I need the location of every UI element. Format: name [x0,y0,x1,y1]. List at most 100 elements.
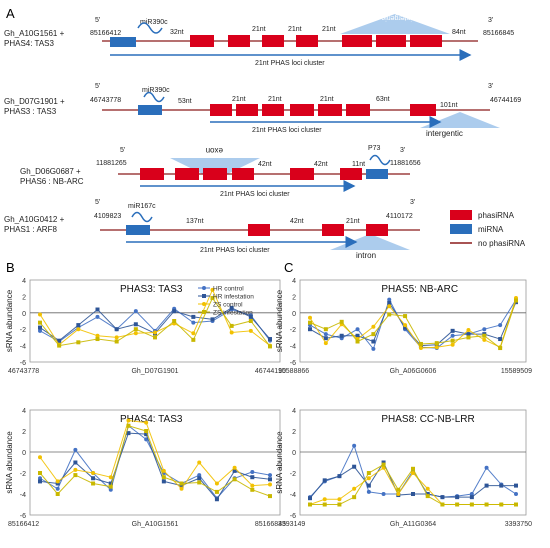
data-point [450,328,455,333]
series-line-2 [39,432,271,501]
legend-label: ZS control [213,302,243,309]
data-point [197,480,202,485]
locus-1-mirna-icon [137,22,163,34]
locus-2-three-prime: 3' [488,83,493,90]
data-point [514,298,518,303]
locus-2-phas: PHAS3 : TAS3 [4,107,57,116]
locus-1-gap: 84nt [452,29,466,36]
locus-3-mirna: P73 [368,145,381,152]
data-point [126,418,131,423]
data-point [91,471,96,475]
locus-1-phasirna [376,35,406,47]
data-point [466,335,471,340]
locus-3-start: 11881265 [96,160,127,167]
data-point [323,336,328,341]
data-point [484,465,489,470]
data-point [250,487,255,492]
locus-4-three-prime: 3' [410,199,415,206]
locus-1-mirna: miR390c [140,19,168,26]
legend-phasirna-swatch [450,210,472,220]
locus-2-gap: 53nt [178,98,192,105]
locus-3-region-label: exon [206,146,223,155]
x-start-label: 3393149 [278,521,305,528]
data-point [322,497,327,502]
data-point [55,492,60,496]
locus-2-phasirna [236,104,258,116]
data-point [144,432,149,437]
data-point [55,486,60,491]
locus-2-gap: 63nt [376,96,390,103]
locus-2-phasirna [318,104,342,116]
data-point [514,492,518,496]
y-tick-label: 2 [22,294,26,301]
locus-2-gap: 21nt [232,96,246,103]
data-point [425,492,430,496]
data-point [411,492,415,496]
data-point [232,477,237,482]
data-point [38,455,42,460]
locus-4-end: 4110172 [386,213,413,220]
data-point [133,327,138,332]
locus-4: Gh_A10G0412 + PHAS1 : ARF8 5' 4109823 3'… [4,199,420,260]
y-axis-label: sRNA abundance [5,431,14,494]
legend-marker [202,302,206,306]
data-point [55,481,60,486]
locus-2-phasirna [410,104,436,116]
data-point [268,482,272,487]
locus-1-phasirna [190,35,214,47]
series-line-1 [309,298,517,350]
chart-4: 4 2 0 -2 -4 -6 PHAS8: CC-NB-LRR sRNA abundance 3… [275,408,532,528]
data-point [229,330,234,335]
data-point [210,287,215,292]
series-line-3 [309,297,517,349]
locus-3-five-prime: 5' [120,147,125,154]
data-point [133,309,138,314]
data-point [76,340,81,345]
locus-4-gene: Gh_A10G0412 + [4,215,65,224]
locus-3-phasirna [340,168,362,180]
data-point [352,443,357,448]
y-axis-label: sRNA abundance [5,289,14,352]
y-tick-label: -6 [20,513,26,520]
data-point [172,309,177,314]
locus-3-cluster-label: 21nt PHAS loci cluster [220,191,290,198]
data-point [161,468,166,473]
data-point [337,502,342,507]
data-point [38,325,42,330]
data-point [191,331,196,336]
plot-frame [29,279,281,363]
locus-2-phasirna [346,104,370,116]
chart-title: PHAS3: TAS3 [120,284,183,295]
data-point [210,296,215,301]
data-point [355,327,360,332]
locus-3-phasirna [290,168,314,180]
data-point [179,486,184,491]
y-tick-label: 2 [22,429,26,436]
data-point [73,447,78,452]
data-point [161,475,166,480]
y-tick-label: -4 [20,344,26,351]
data-point [469,492,474,496]
locus-1-cluster-label: 21nt PHAS loci cluster [255,60,325,67]
data-point [403,314,408,319]
y-tick-label: -4 [20,492,26,499]
y-tick-label: 4 [292,408,296,415]
y-tick-label: -4 [290,492,296,499]
data-point [355,333,360,338]
data-point [38,320,42,325]
data-point [248,314,253,319]
data-point [76,327,81,332]
data-point [355,339,360,344]
data-point [126,423,131,428]
locus-1-phasirna [262,35,284,47]
chart-3: 4 2 0 -2 -4 -6 PHAS4: TAS3 sRNA abundance 851664… [5,408,286,528]
locus-4-phas: PHAS1 : ARF8 [4,225,57,234]
legend-label: HR infestation [213,294,254,301]
locus-3-phasirna [140,168,164,180]
panel-a-legend: phasiRNA miRNA no phasiRNA [450,210,526,248]
data-point [366,489,371,494]
locus-2-five-prime: 5' [95,83,100,90]
chart-title: PHAS8: CC-NB-LRR [381,414,474,425]
data-point [108,484,113,489]
y-tick-label: -2 [290,471,296,478]
